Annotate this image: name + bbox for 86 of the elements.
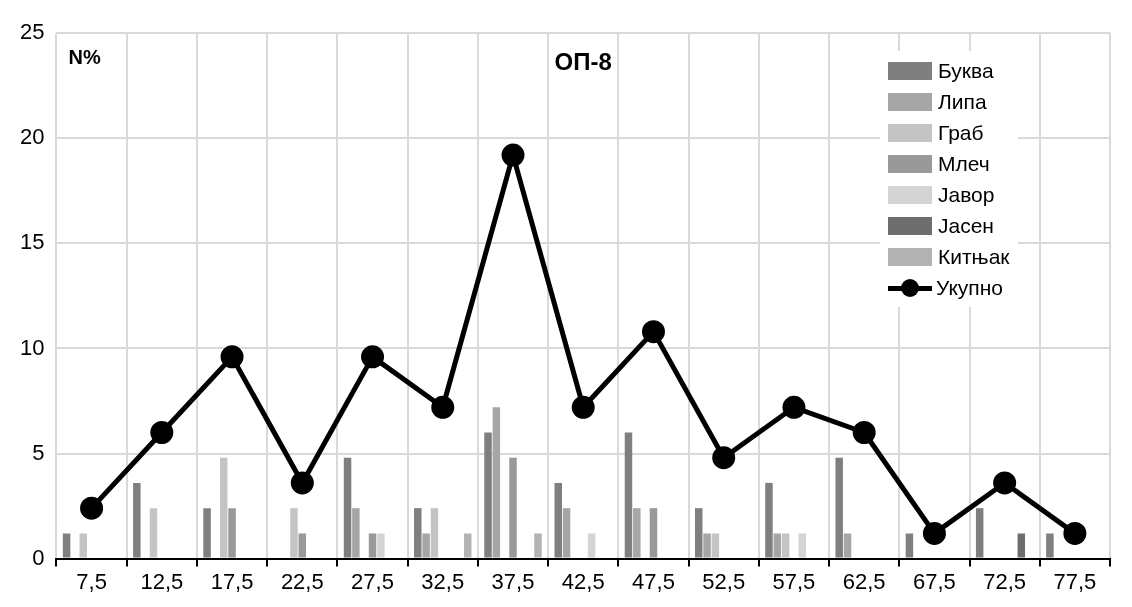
legend-label: Буква [938, 58, 994, 85]
bar [587, 533, 596, 558]
x-tick-label: 32,5 [421, 568, 465, 594]
point [641, 320, 665, 344]
bar [228, 508, 236, 558]
x-tick-label: 12,5 [140, 568, 184, 594]
bar [1017, 533, 1026, 558]
legend-label: Млеч [938, 151, 990, 178]
bar [798, 533, 807, 558]
point [80, 496, 104, 520]
point [431, 395, 455, 419]
bar [509, 457, 517, 558]
legend-label: Јавор [938, 182, 995, 209]
legend-label: Јасен [938, 213, 994, 240]
bar [781, 533, 790, 558]
y-tick-label: 25 [19, 19, 45, 45]
bar [298, 533, 307, 558]
x-tick-label: 47,5 [632, 568, 675, 594]
point [501, 143, 525, 167]
x-tick-label: 37,5 [491, 568, 535, 594]
bar [649, 508, 658, 558]
y-axis-title: N% [68, 45, 101, 68]
y-tick-label: 15 [19, 229, 45, 255]
point [1063, 521, 1087, 545]
bar [464, 533, 472, 558]
x-tick-label: 17,5 [210, 568, 254, 594]
point [782, 395, 806, 419]
bar [430, 508, 439, 558]
bar [368, 533, 377, 558]
bar [534, 533, 542, 558]
bar [79, 533, 88, 558]
bar [624, 432, 633, 558]
y-tick-label: 0 [32, 544, 45, 570]
x-tick-label: 22,5 [280, 568, 324, 594]
bar [694, 508, 703, 558]
bar [290, 508, 298, 558]
x-tick-label: 57,5 [772, 568, 816, 594]
y-tick-label: 10 [19, 334, 45, 360]
x-tick-label: 7,5 [76, 568, 107, 594]
bar [492, 407, 501, 558]
bar [554, 482, 562, 558]
bar [773, 533, 782, 558]
point [922, 521, 946, 545]
legend-label: Липа [938, 89, 987, 116]
bar [905, 533, 914, 558]
bar [414, 508, 422, 558]
y-tick-label: 20 [19, 124, 45, 150]
bar [633, 508, 641, 558]
bar [62, 533, 71, 558]
bar [352, 508, 360, 558]
bar [203, 508, 211, 558]
bar [1046, 533, 1054, 558]
bar [343, 457, 352, 558]
point [361, 345, 385, 369]
x-tick-label: 42,5 [561, 568, 605, 594]
point [220, 345, 244, 369]
x-tick-label: 77,5 [1053, 568, 1097, 594]
legend-label: Укупно [936, 275, 1003, 302]
bar [703, 533, 711, 558]
x-tick-label: 52,5 [702, 568, 746, 594]
point [712, 446, 736, 470]
bar [711, 533, 720, 558]
x-tick-label: 62,5 [842, 568, 886, 594]
bar [484, 432, 492, 558]
point [993, 471, 1017, 495]
x-tick-label: 72,5 [983, 568, 1027, 594]
bar [422, 533, 430, 558]
x-tick-label: 67,5 [913, 568, 956, 594]
point [571, 395, 595, 419]
point [290, 471, 314, 495]
legend-label: Граб [938, 120, 984, 147]
bar [133, 482, 141, 558]
y-tick-label: 5 [32, 439, 45, 465]
text: ОП-8 [554, 47, 612, 75]
bar [562, 508, 571, 558]
bar [149, 508, 158, 558]
x-tick-label: 27,5 [351, 568, 394, 594]
bar [219, 457, 228, 558]
point [150, 421, 174, 444]
legend-label: Китњак [938, 244, 1010, 271]
bar [377, 533, 385, 558]
point [852, 421, 876, 444]
bar [975, 508, 984, 558]
bar [843, 533, 852, 558]
bar [835, 457, 843, 558]
bar [765, 482, 773, 558]
